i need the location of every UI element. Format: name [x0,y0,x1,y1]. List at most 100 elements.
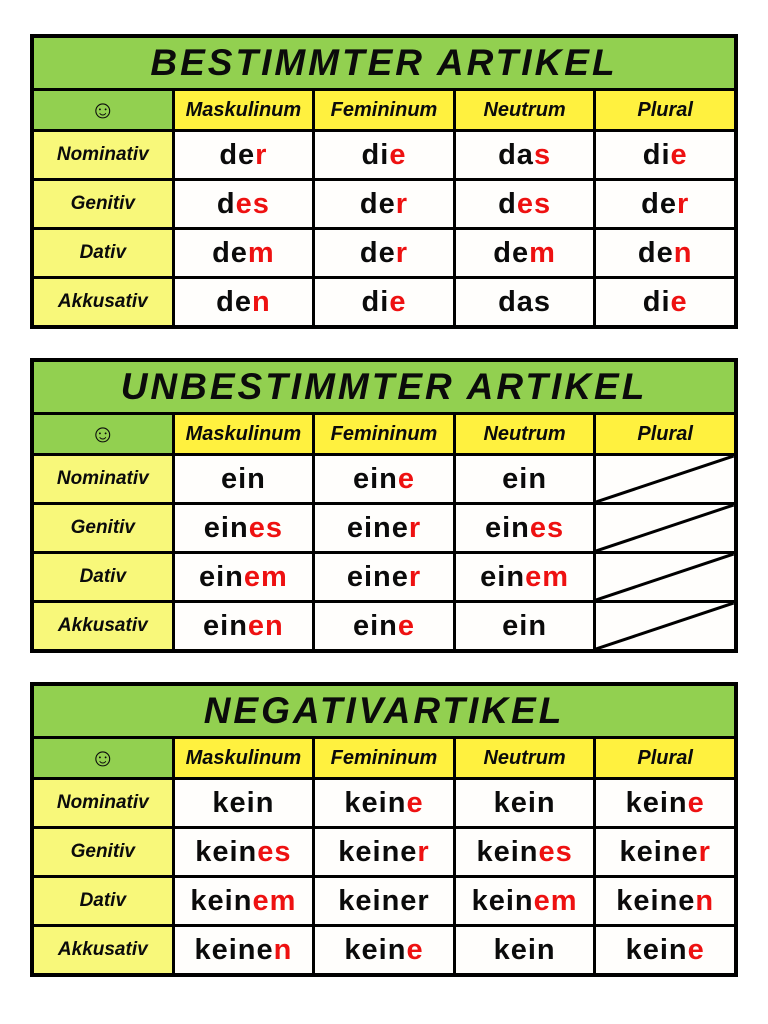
article-ending: r [408,560,422,593]
column-header-neutrum: Neutrum [455,91,594,129]
article-stem: ein [198,560,244,593]
row-header-nominativ: Nominativ [34,132,172,178]
article-stem: di [642,285,671,318]
article-ending: e [687,786,705,819]
article-ending: es [257,835,292,868]
article-cell: ein e [315,603,453,649]
article-cell: di e [315,132,453,178]
article-cell: keiner [315,878,453,924]
article-cell: d es [174,181,313,227]
empty-cell-slash [596,505,734,551]
article-ending: r [676,187,690,220]
article-ending: n [695,884,715,917]
article-cell: de n [596,230,734,276]
smiley-icon: ☺ [34,739,172,777]
article-cell: ein [455,456,594,502]
diagonal-line-icon [596,505,734,551]
article-ending: e [389,138,407,171]
article-ending: n [273,933,293,966]
article-cell: kein e [315,927,453,973]
article-stem: de [219,138,256,171]
article-cell: das [455,279,594,325]
article-ending: s [533,138,552,171]
article-ending: e [670,285,688,318]
table-title: UNBESTIMMTER ARTIKEL [34,362,734,415]
table-title: BESTIMMTER ARTIKEL [34,38,734,91]
article-cell: eine r [315,554,453,600]
article-cell: ein [174,456,313,502]
article-cell: ein em [174,554,313,600]
article-stem: kein [493,933,556,966]
article-stem: keine [619,835,699,868]
diagonal-line-icon [596,456,734,502]
row-header-genitiv: Genitiv [34,829,172,875]
column-header-neutrum: Neutrum [455,739,594,777]
row-header-akkusativ: Akkusativ [34,927,172,973]
article-cell: kein e [315,780,453,826]
article-ending: r [395,187,409,220]
article-cell: kein [455,927,594,973]
article-ending: em [533,884,578,917]
article-ending: em [243,560,288,593]
article-ending: r [417,835,430,868]
article-stem: d [498,187,517,220]
article-cell: keine n [174,927,313,973]
article-stem: kein [625,786,688,819]
article-stem: ein [220,462,266,495]
article-ending: n [673,236,693,269]
article-stem: de [493,236,530,269]
article-cell: kein [174,780,313,826]
article-ending: e [406,786,424,819]
article-cell: ein e [315,456,453,502]
article-cell: ein es [174,505,313,551]
row-header-dativ: Dativ [34,878,172,924]
article-stem: de [359,187,396,220]
article-stem: ein [352,462,398,495]
article-stem: d [216,187,236,220]
empty-cell-slash [596,603,734,649]
article-stem: keiner [338,884,430,917]
article-ending: es [529,511,565,544]
row-header-genitiv: Genitiv [34,181,172,227]
article-stem: da [498,138,534,171]
article-ending: es [538,835,573,868]
article-stem: kein [471,884,534,917]
article-stem: kein [493,786,556,819]
column-header-plural: Plural [596,415,734,453]
article-stem: ein [502,609,548,642]
article-cell: ein em [455,554,594,600]
article-table-3: NEGATIVARTIKEL ☺ Maskulinum Femininum Neutru… [30,682,738,977]
article-ending: m [247,236,275,269]
row-header-nominativ: Nominativ [34,780,172,826]
article-stem: ein [203,609,248,642]
empty-cell-slash [596,456,734,502]
article-stem: kein [625,933,688,966]
article-cell: di e [596,132,734,178]
article-ending: e [670,138,688,171]
article-cell: de r [315,230,453,276]
article-ending: e [406,933,424,966]
diagonal-line-icon [596,554,734,600]
article-cell: kein es [455,829,594,875]
article-ending: e [397,609,416,642]
article-stem: di [361,285,390,318]
article-ending: es [235,187,270,220]
diagonal-line-icon [596,603,734,649]
article-stem: eine [346,511,409,544]
column-header-plural: Plural [596,91,734,129]
article-stem: keine [616,884,696,917]
article-stem: kein [476,835,539,868]
article-table-1: BESTIMMTER ARTIKEL ☺ Maskulinum Femininum Ne… [30,34,738,329]
article-ending: em [252,884,297,917]
article-stem: kein [195,835,258,868]
article-cell: di e [315,279,453,325]
column-header-maskulinum: Maskulinum [174,415,313,453]
article-stem: kein [344,933,407,966]
article-stem: de [212,236,248,269]
article-cell: kein em [455,878,594,924]
article-cell: kein es [174,829,313,875]
article-ending: es [248,511,283,544]
